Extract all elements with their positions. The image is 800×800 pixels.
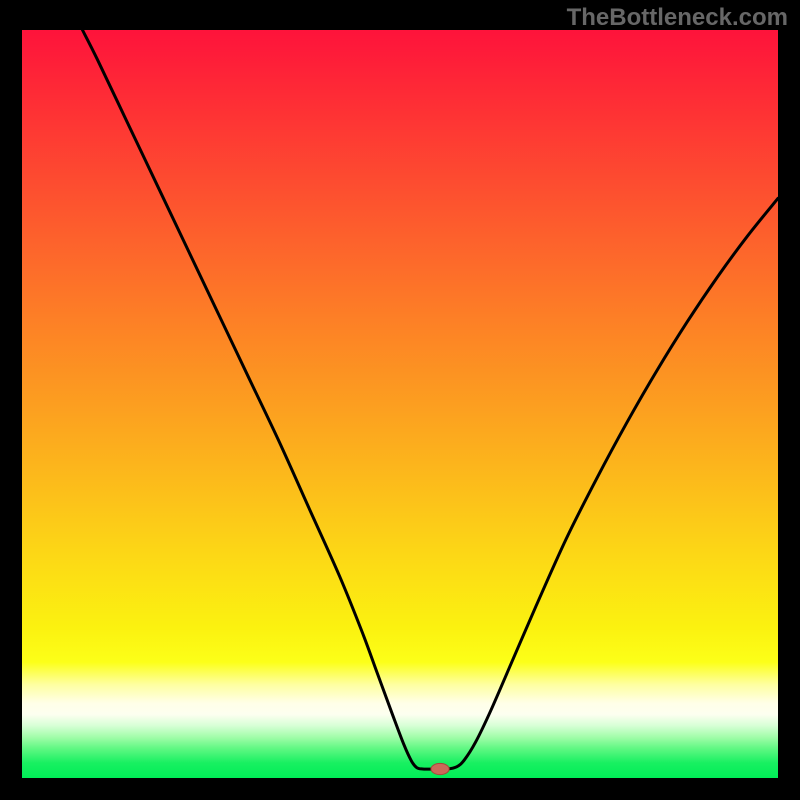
optimal-point-marker xyxy=(431,763,449,774)
bottleneck-chart xyxy=(0,0,800,800)
watermark-text: TheBottleneck.com xyxy=(567,4,788,32)
